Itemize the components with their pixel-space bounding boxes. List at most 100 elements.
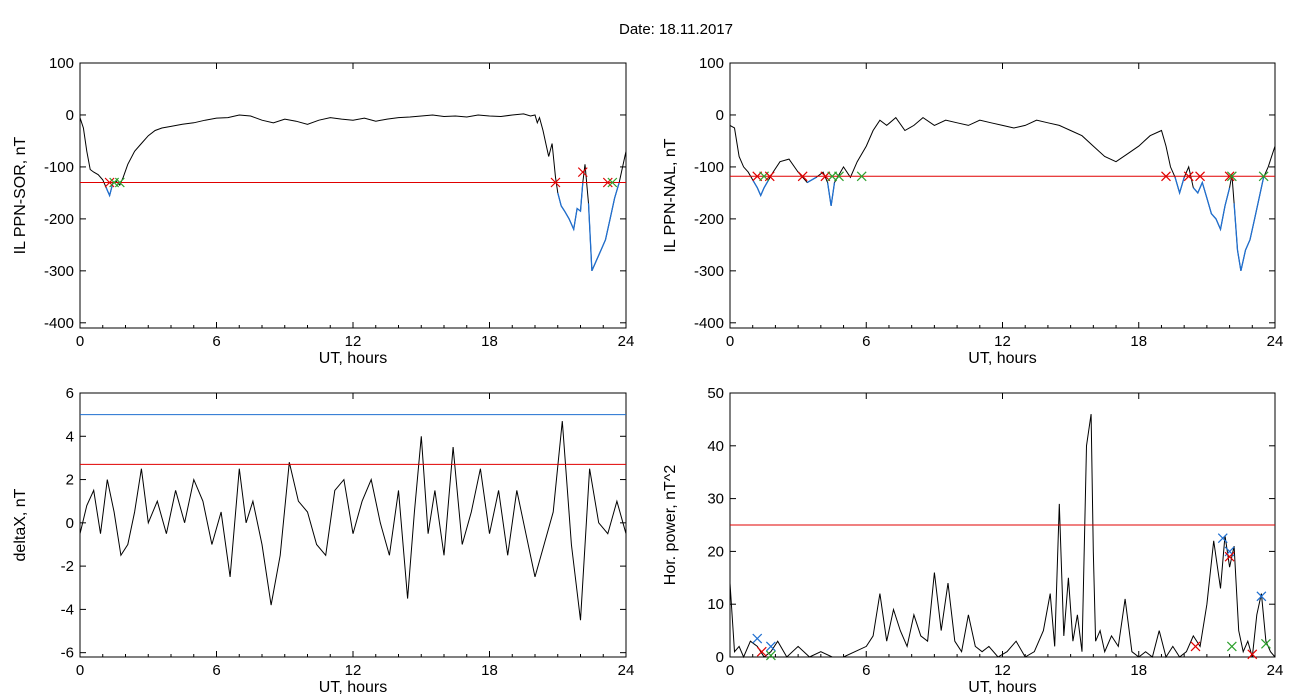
date-label: Date: 18.11.2017 <box>619 21 733 38</box>
event-marker-red <box>797 171 808 182</box>
x-tick-label: 0 <box>726 333 734 350</box>
y-tick-label: 10 <box>707 596 724 613</box>
y-tick-label: -100 <box>44 159 74 176</box>
y-tick-label: -4 <box>61 601 74 618</box>
y-tick-label: -300 <box>694 263 724 280</box>
panel-ppn-sor: 0 6 12 18 24 100 0 -100 -200 -300 -400 UT, hours IL … <box>12 55 634 367</box>
x-tick-label: 24 <box>1267 333 1284 350</box>
below-threshold-segment <box>1174 177 1185 196</box>
below-threshold-segment <box>1233 177 1265 271</box>
y-tick-label: 0 <box>66 107 74 124</box>
y-tick-label: 30 <box>707 491 724 508</box>
panel-deltax: 0 6 12 18 24 6 4 2 0 -2 -4 -6 UT, hours deltaX, nT <box>12 385 634 696</box>
event-marker-green <box>114 177 125 188</box>
event-marker-green <box>1258 171 1269 182</box>
event-marker-blue <box>752 633 763 644</box>
x-axis-label: UT, hours <box>319 350 387 367</box>
y-axis-label: deltaX, nT <box>12 488 29 561</box>
event-marker-red <box>1190 641 1201 652</box>
x-tick-label: 6 <box>212 333 220 350</box>
y-tick-label: 0 <box>716 107 724 124</box>
event-marker-red <box>550 177 561 188</box>
event-marker-red <box>104 177 115 188</box>
plot-frame <box>729 62 1276 329</box>
y-tick-label: 100 <box>699 55 724 72</box>
x-tick-label: 24 <box>618 662 635 679</box>
y-tick-label: -400 <box>694 315 724 332</box>
y-axis-label: IL PPN-NAL, nT <box>662 138 679 252</box>
below-threshold-segment <box>587 182 620 272</box>
x-tick-label: 12 <box>345 662 362 679</box>
below-threshold-segment <box>105 182 114 198</box>
event-marker-red <box>1183 171 1194 182</box>
event-marker-red <box>1247 649 1258 660</box>
event-marker-green <box>607 177 618 188</box>
event-marker-green <box>834 171 844 182</box>
series-line <box>729 414 1276 659</box>
x-axis-label: UT, hours <box>319 679 387 696</box>
below-threshold-segment <box>806 176 817 184</box>
x-tick-label: 12 <box>345 333 362 350</box>
y-tick-label: -2 <box>61 558 74 575</box>
event-marker-red <box>1195 171 1205 182</box>
x-axis-label: UT, hours <box>968 679 1036 696</box>
x-tick-label: 0 <box>726 662 734 679</box>
event-marker-green <box>1226 171 1237 182</box>
y-tick-label: 0 <box>66 515 74 532</box>
event-marker-red <box>1224 171 1235 182</box>
series-line <box>79 113 627 272</box>
y-tick-label: -200 <box>694 211 724 228</box>
x-tick-label: 6 <box>862 333 870 350</box>
x-tick-label: 6 <box>862 662 870 679</box>
y-tick-label: -200 <box>44 211 74 228</box>
x-tick-label: 12 <box>994 662 1011 679</box>
y-tick-label: 20 <box>707 543 724 560</box>
plot-frame <box>79 392 627 658</box>
x-tick-label: 18 <box>481 662 498 679</box>
event-marker-green <box>1226 641 1237 652</box>
y-tick-label: 50 <box>707 385 724 402</box>
panel-hor-power: 0 6 12 18 24 50 40 30 20 10 0 UT, hours Hor. power, … <box>662 385 1283 696</box>
y-tick-label: -100 <box>694 159 724 176</box>
y-tick-label: 40 <box>707 438 724 455</box>
x-tick-label: 12 <box>994 333 1011 350</box>
x-tick-label: 18 <box>1130 662 1147 679</box>
event-marker-blue <box>765 641 776 652</box>
x-tick-label: 24 <box>1267 662 1284 679</box>
event-marker-green <box>765 650 776 661</box>
series-line <box>729 116 1276 271</box>
y-tick-label: 4 <box>66 428 74 445</box>
x-tick-label: 0 <box>76 333 84 350</box>
y-tick-label: -400 <box>44 315 74 332</box>
y-tick-label: 2 <box>66 472 74 489</box>
y-tick-label: 100 <box>49 55 74 72</box>
y-tick-label: 6 <box>66 385 74 402</box>
x-tick-label: 24 <box>618 333 635 350</box>
event-marker-red <box>1161 171 1171 182</box>
series-line <box>79 421 627 621</box>
y-axis-label: IL PPN-SOR, nT <box>12 136 29 254</box>
plot-frame <box>79 62 627 329</box>
y-tick-label: 0 <box>716 649 724 666</box>
x-tick-label: 0 <box>76 662 84 679</box>
event-marker-red <box>756 646 767 657</box>
below-threshold-segment <box>826 182 836 206</box>
y-tick-label: -6 <box>61 645 74 662</box>
event-marker-green <box>856 171 867 182</box>
event-marker-red <box>577 167 588 178</box>
x-tick-label: 18 <box>1130 333 1147 350</box>
below-threshold-segment <box>752 179 770 198</box>
event-marker-red <box>1224 551 1235 562</box>
event-marker-blue <box>1217 533 1228 544</box>
x-tick-label: 6 <box>212 662 220 679</box>
x-tick-label: 18 <box>481 333 498 350</box>
y-tick-label: -300 <box>44 263 74 280</box>
y-axis-label: Hor. power, nT^2 <box>662 465 679 586</box>
event-marker-green <box>1260 638 1271 649</box>
panel-ppn-nal: 0 6 12 18 24 100 0 -100 -200 -300 -400 UT, hours IL … <box>662 55 1283 367</box>
event-marker-red <box>602 177 613 188</box>
event-marker-blue <box>1256 591 1267 602</box>
event-marker-red <box>764 171 775 182</box>
below-threshold-segment <box>1192 180 1231 232</box>
